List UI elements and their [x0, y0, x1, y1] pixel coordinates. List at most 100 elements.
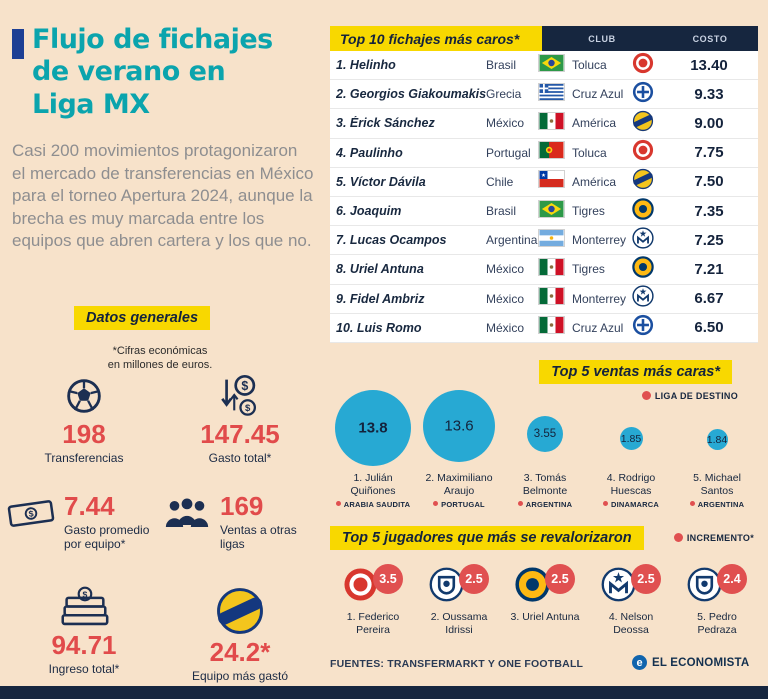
player-country: Brasil [486, 58, 517, 73]
player-name: Lucas Ocampos [349, 233, 447, 248]
title-accent-bar [12, 29, 24, 59]
club-cruz-azul-icon [632, 314, 654, 336]
club-tigres-icon [632, 197, 654, 220]
units-note-line-2: en millones de euros. [107, 359, 213, 372]
sale-bubble: 1.85 [619, 427, 643, 450]
sale-value: 3.55 [533, 428, 557, 440]
revalued-item: 2.5 2. Oussama Idrissi [416, 564, 502, 637]
stat-label: Transferencias [44, 451, 124, 466]
player-country: México [486, 320, 525, 335]
club-pachuca-icon [687, 567, 722, 602]
svg-text:$: $ [28, 508, 34, 519]
page-title: Flujo de fichajes de verano en Liga MX [12, 24, 273, 121]
table-row: 3. Érick Sánchez México América 9.00 [330, 109, 758, 139]
revalued-player-name: 4. Nelson Deossa [608, 611, 654, 637]
player-name: Víctor Dávila [349, 174, 426, 189]
money-stack-icon: $ [55, 586, 113, 629]
club-toluca-icon [632, 52, 654, 74]
svg-text:$: $ [83, 589, 88, 599]
table-row: 4. Paulinho Portugal Toluca 7.75 [330, 139, 758, 168]
sale-bubble: 13.8 [335, 390, 411, 466]
sales-legend: LIGA DE DESTINO [641, 391, 738, 401]
flag-mexico-icon [538, 257, 565, 276]
legend-dot-icon [673, 533, 683, 542]
club-name: América [572, 116, 617, 131]
club-name: Monterrey [572, 233, 627, 248]
player-rank: 8. [336, 262, 347, 277]
increment-value: 2.4 [717, 564, 747, 594]
sales-bubbles: 13.8 1. Julián Quiñones ARABIA SAUDITA 1… [330, 384, 760, 509]
units-note: *Cifras económicas en millones de euros. [0, 344, 320, 373]
player-country: Argentina [486, 233, 538, 248]
stat-value: 24.2* [209, 637, 271, 667]
transfer-cost: 7.50 [694, 173, 724, 191]
club-name: Tigres [572, 204, 605, 219]
revalued-player-name: 5. Pedro Pedraza [697, 611, 737, 637]
transfer-cost: 9.33 [694, 85, 724, 103]
svg-text:$: $ [245, 403, 251, 414]
player-country: Chile [486, 174, 514, 189]
transfer-cost: 7.35 [694, 202, 724, 220]
soccer-ball-icon [61, 372, 107, 418]
flag-portugal-icon [538, 141, 565, 160]
player-name: Georgios Giakoumakis [349, 87, 486, 102]
transfer-cost: 7.25 [694, 231, 724, 249]
table-row: 9. Fidel Ambriz México Monterrey 6.67 [330, 285, 758, 314]
player-rank: 9. [336, 291, 347, 306]
revalued-players: 3.5 1. Federico Pereira 2.5 2. Oussama I… [330, 564, 760, 637]
sale-league: ARGENTINA [517, 500, 572, 509]
sale-league-label: PORTUGAL [441, 500, 485, 510]
stat-label: Gasto total* [208, 451, 272, 466]
revalued-player-name: 3. Uriel Antuna [510, 611, 580, 623]
sale-item: 13.6 2. Maximiliano Araujo PORTUGAL [416, 384, 502, 509]
flag-brazil-icon [538, 199, 565, 218]
sale-value: 1.84 [706, 433, 728, 446]
player-name: Paulinho [349, 145, 403, 160]
club-america-icon [215, 586, 265, 636]
top5-sales-section: Top 5 ventas más caras* LIGA DE DESTINO … [330, 360, 760, 510]
sale-league: PORTUGAL [433, 500, 485, 509]
transfer-cost: 6.67 [694, 290, 724, 308]
player-country: México [486, 262, 525, 277]
player-name: Luis Romo [356, 320, 422, 335]
sale-player-name: 1. Julián Quiñones [350, 472, 396, 497]
title-line-3: Liga MX [32, 88, 150, 120]
league-dot-icon [689, 501, 695, 507]
top5-revalued-section: Top 5 jugadores que más se revalorizaron… [330, 526, 760, 646]
increment-value: 2.5 [545, 564, 575, 594]
table-row: 10. Luis Romo México Cruz Azul 6.50 [330, 314, 758, 343]
player-rank: 1. [336, 58, 347, 73]
stat-value: 7.44 [64, 491, 115, 521]
club-america-icon [632, 110, 654, 132]
title-line-2: de verano en [32, 56, 226, 88]
stat-label: Equipo más gastó [191, 669, 289, 684]
club-name: Cruz Azul [572, 87, 624, 102]
stat-ingreso-total: $ 94.71 Ingreso total* [6, 586, 162, 699]
increment-value: 2.5 [459, 564, 489, 594]
publisher-name: EL ECONOMISTA [652, 656, 750, 669]
sale-league: DINAMARCA [602, 500, 659, 509]
revalued-item: 2.5 3. Uriel Antuna [502, 564, 588, 637]
table-row: 5. Víctor Dávila Chile América 7.50 [330, 168, 758, 197]
flag-mexico-icon [538, 111, 565, 130]
column-header-club: CLUB [588, 33, 616, 44]
el-economista-logo-icon: e [632, 655, 647, 670]
transfer-cost: 7.21 [694, 260, 724, 278]
player-country: México [486, 116, 525, 131]
league-dot-icon [433, 501, 439, 507]
transfer-cost: 9.00 [694, 114, 724, 132]
stat-label: Gasto promedio por equipo* [64, 523, 150, 552]
club-tigres-icon [632, 256, 654, 278]
stat-label: Ingreso total* [48, 662, 120, 677]
sale-league-label: ARABIA SAUDITA [343, 500, 411, 510]
sources-note: FUENTES: TRANSFERMARKT Y ONE FOOTBALL [330, 658, 584, 670]
league-dot-icon [335, 501, 341, 507]
flag-greece-icon [538, 82, 565, 101]
player-rank: 3. [336, 116, 347, 131]
revalued-player-name: 2. Oussama Idrissi [430, 611, 488, 637]
table-title-badge: Top 10 fichajes más caros* [330, 26, 542, 51]
revalued-legend: INCREMENTO* [673, 533, 754, 543]
player-name: Uriel Antuna [349, 262, 424, 277]
flag-mexico-icon [538, 316, 565, 335]
table-header: Top 10 fichajes más caros* CLUB COSTO [330, 26, 758, 51]
